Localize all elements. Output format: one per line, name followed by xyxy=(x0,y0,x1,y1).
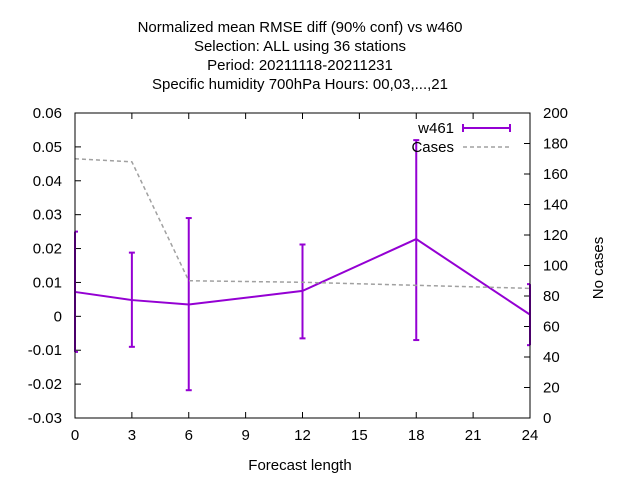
plot-frame xyxy=(74,112,531,419)
y2-axis-label: No cases xyxy=(590,237,607,300)
title-line: Selection: ALL using 36 stations xyxy=(194,38,406,55)
y-tick-label: 0.06 xyxy=(33,105,62,122)
x-tick-label: 21 xyxy=(465,427,482,444)
x-tick-label: 24 xyxy=(522,427,539,444)
y2-tick-label: 120 xyxy=(543,227,568,244)
y-tick-label: 0.03 xyxy=(33,207,62,224)
title-line: Period: 20211118-20211231 xyxy=(207,57,393,74)
title-line: Specific humidity 700hPa Hours: 00,03,..… xyxy=(152,76,448,93)
title-line: Normalized mean RMSE diff (90% conf) vs … xyxy=(138,19,463,36)
y-tick-label: -0.02 xyxy=(28,376,62,393)
y2-tick-label: 40 xyxy=(543,349,560,366)
y2-tick-label: 180 xyxy=(543,136,568,153)
series-line-w461 xyxy=(74,237,531,316)
y-tick-labels: -0.03 -0.02 -0.01 0 0.01 0.02 0.03 0.04 0.05 0.06 xyxy=(28,105,62,427)
x-axis-label: Forecast length xyxy=(248,457,351,474)
y2-tick-label: 160 xyxy=(543,166,568,183)
x-tick-label: 18 xyxy=(408,427,425,444)
y2-tick-label: 100 xyxy=(543,258,568,275)
y-tick-label: 0.02 xyxy=(33,241,62,258)
y2-tick-label: 20 xyxy=(543,380,560,397)
y-tick-label: 0.05 xyxy=(33,139,62,156)
y-tick-label: -0.03 xyxy=(28,410,62,427)
y-tick-label: 0.01 xyxy=(33,274,62,291)
series xyxy=(74,139,531,392)
x-tick-labels: 0 3 6 9 12 15 18 21 24 xyxy=(71,427,539,444)
x-tick-label: 12 xyxy=(294,427,311,444)
x-tick-label: 0 xyxy=(71,427,79,444)
legend: w461 Cases xyxy=(411,120,511,156)
y2-tick-label: 60 xyxy=(543,319,560,336)
x-tick-label: 9 xyxy=(241,427,249,444)
y2-tick-label: 140 xyxy=(543,197,568,214)
x-tick-label: 3 xyxy=(128,427,136,444)
y-tick-label: 0 xyxy=(54,308,62,325)
legend-label: Cases xyxy=(411,139,454,156)
y2-tick-label: 80 xyxy=(543,288,560,305)
y2-tick-labels: 0 20 40 60 80 100 120 140 160 180 200 xyxy=(543,105,568,427)
y2-tick-label: 200 xyxy=(543,105,568,122)
legend-label: w461 xyxy=(417,120,454,137)
x-tick-label: 15 xyxy=(351,427,368,444)
y-tick-label: 0.04 xyxy=(33,173,62,190)
x-tick-label: 6 xyxy=(185,427,193,444)
y2-tick-label: 0 xyxy=(543,410,551,427)
y-tick-label: -0.01 xyxy=(28,342,62,359)
chart-title: Normalized mean RMSE diff (90% conf) vs … xyxy=(138,19,463,93)
series-line-cases xyxy=(74,158,531,290)
